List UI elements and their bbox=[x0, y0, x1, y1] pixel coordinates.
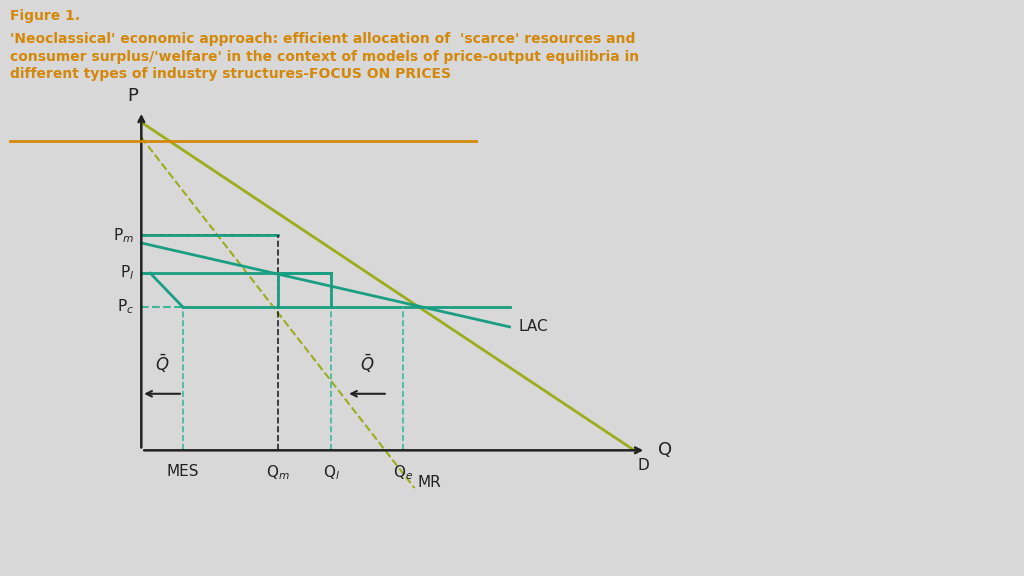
Text: Figure 1.: Figure 1. bbox=[10, 9, 80, 22]
Text: Q: Q bbox=[658, 441, 672, 459]
Text: LAC: LAC bbox=[518, 319, 548, 335]
Text: P$_m$: P$_m$ bbox=[114, 226, 134, 245]
Text: $\bar{Q}$: $\bar{Q}$ bbox=[359, 353, 374, 375]
Text: Q$_l$: Q$_l$ bbox=[323, 464, 340, 482]
Text: $\bar{Q}$: $\bar{Q}$ bbox=[155, 353, 169, 375]
Text: D: D bbox=[637, 458, 649, 473]
Text: 'Neoclassical' economic approach: efficient allocation of  'scarce' resources an: 'Neoclassical' economic approach: effici… bbox=[10, 32, 639, 81]
Text: Q$_e$: Q$_e$ bbox=[392, 464, 413, 482]
Text: Q$_m$: Q$_m$ bbox=[266, 464, 290, 482]
Text: P$_l$: P$_l$ bbox=[120, 264, 134, 282]
Text: P: P bbox=[127, 88, 138, 105]
Text: P$_c$: P$_c$ bbox=[117, 298, 134, 316]
Text: MR: MR bbox=[418, 475, 441, 490]
Text: MES: MES bbox=[167, 464, 199, 479]
